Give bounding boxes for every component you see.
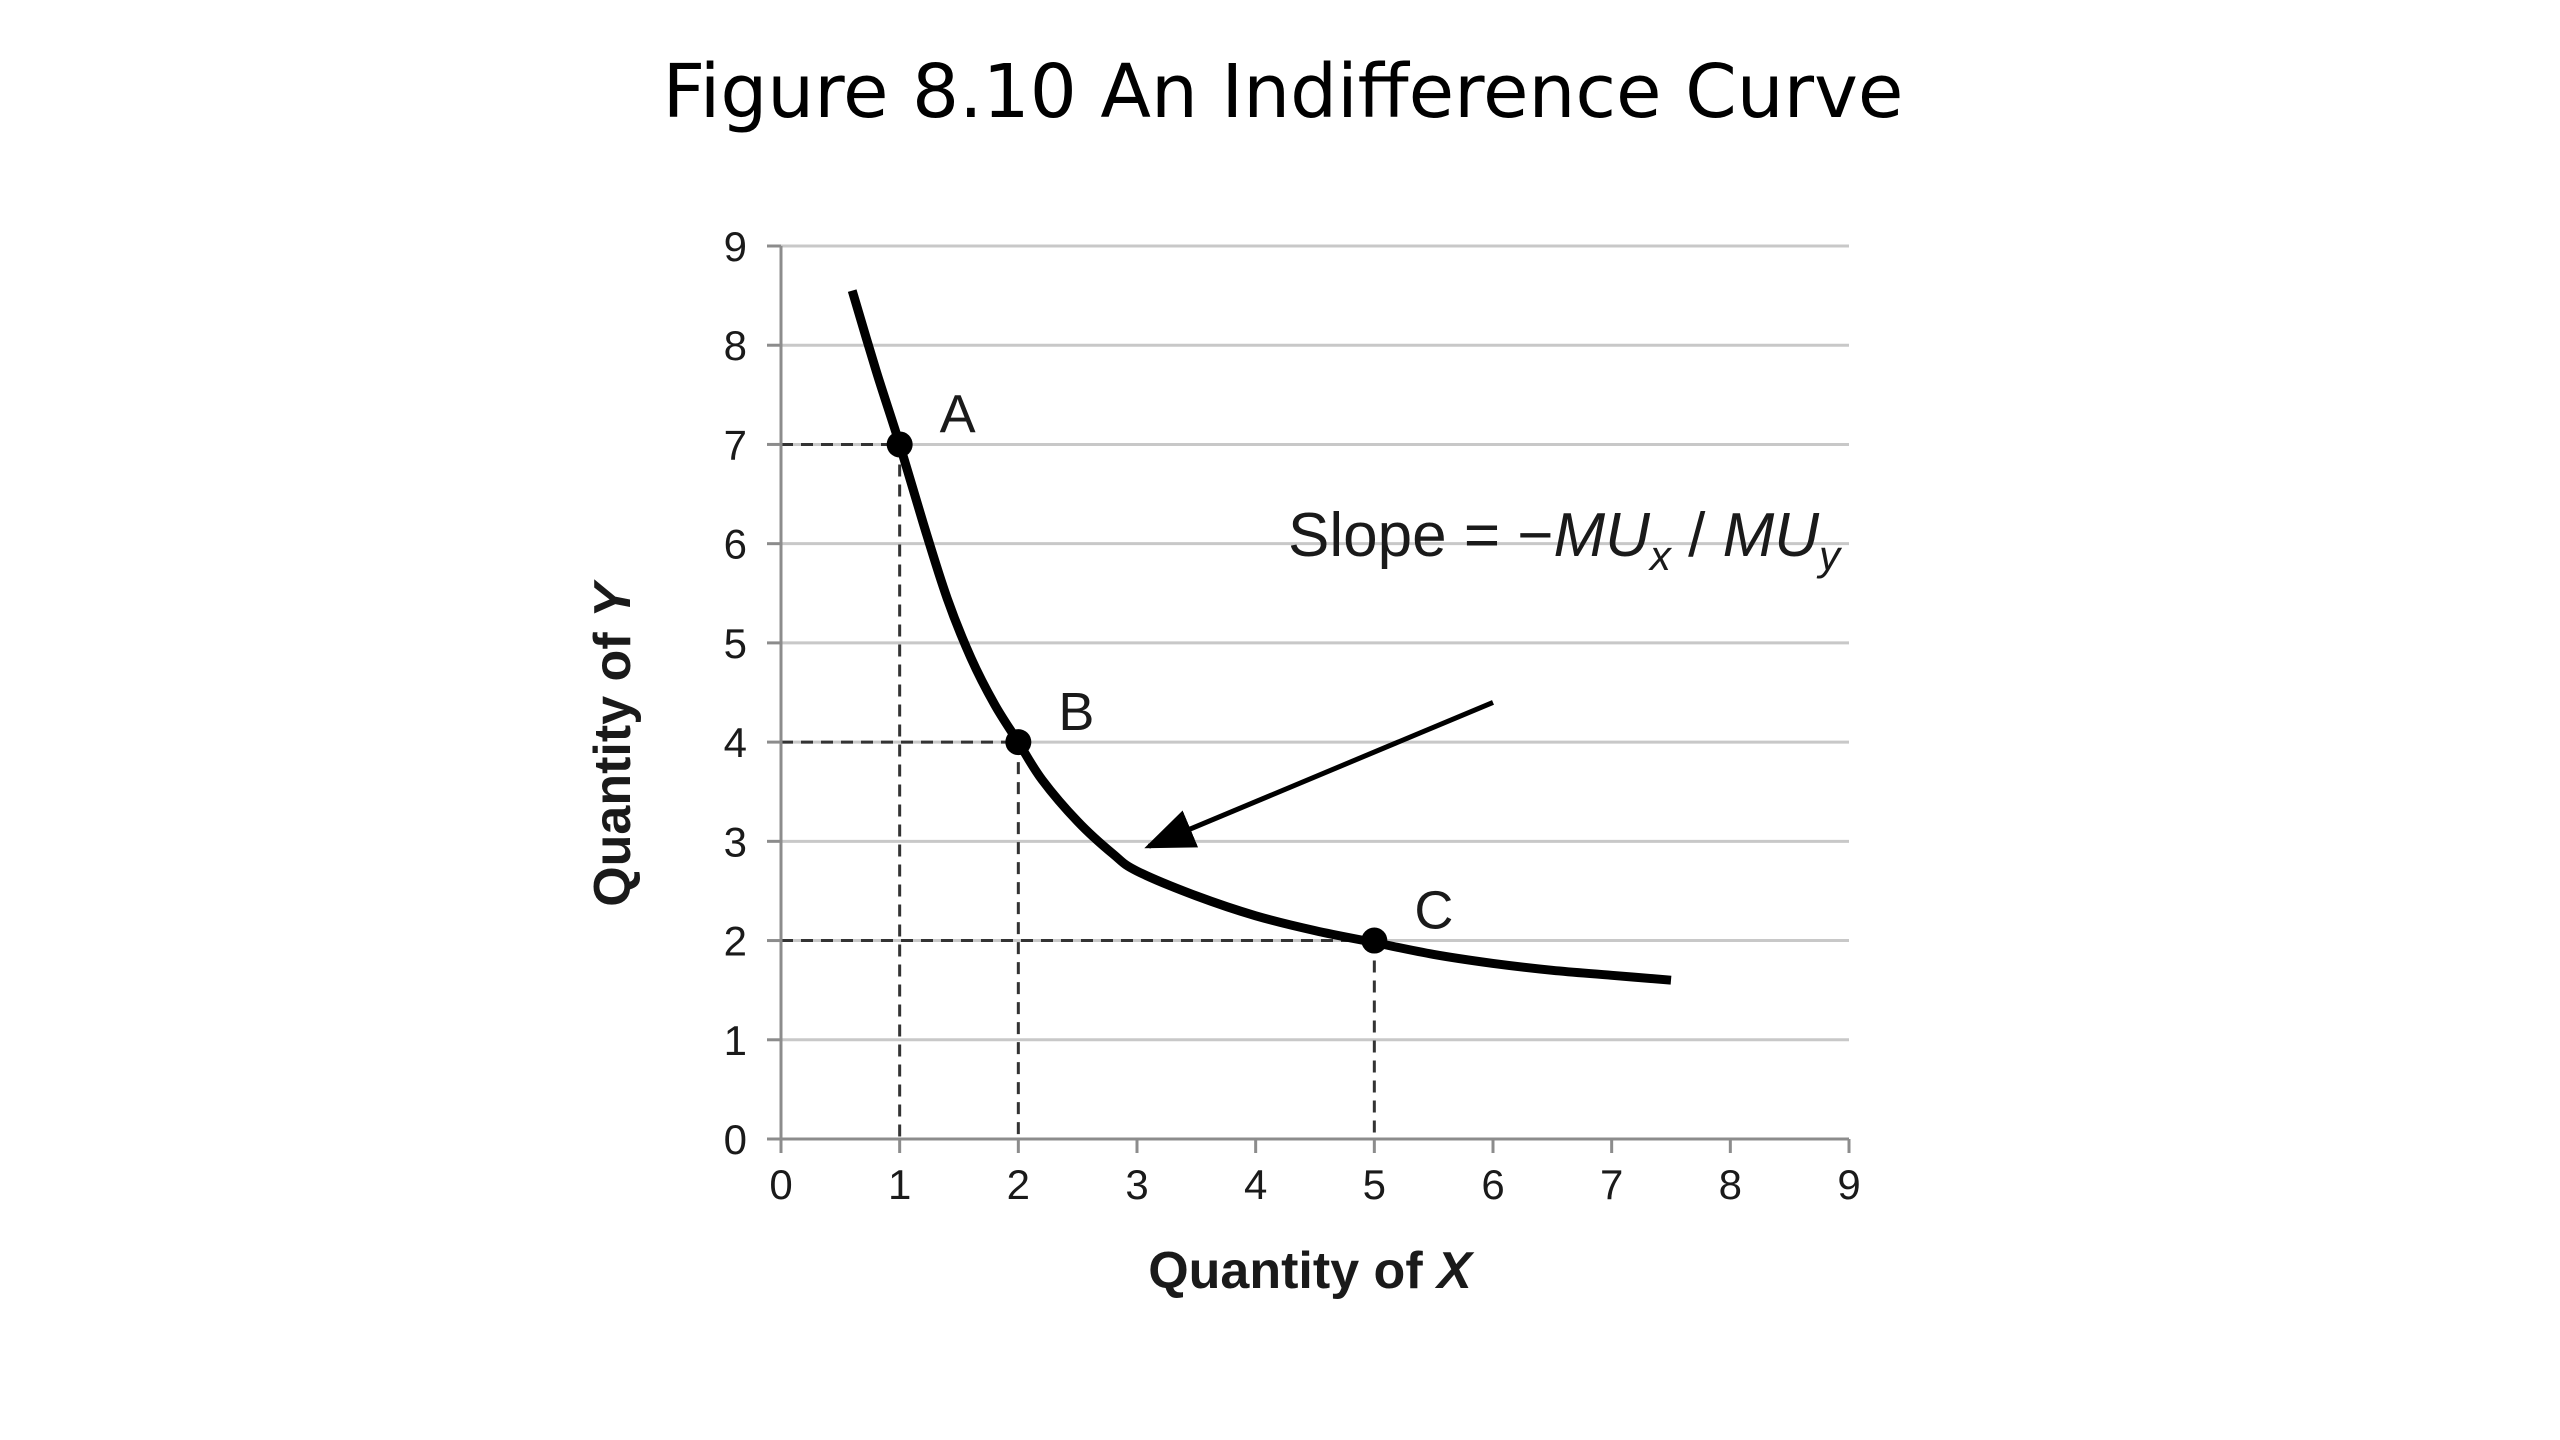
point-marker-C <box>1361 927 1388 954</box>
y-tick-label: 4 <box>724 719 747 766</box>
point-label-A: A <box>940 384 976 444</box>
chart-title: Figure 8.10 An Indifference Curve <box>663 49 1904 135</box>
y-tick-label: 7 <box>724 421 747 468</box>
y-tick-label: 9 <box>724 223 747 270</box>
x-tick-label: 3 <box>1125 1161 1148 1208</box>
tick-labels: 0 1 2 3 4 5 6 7 8 9 0 1 2 3 4 5 6 7 8 9 <box>724 223 1861 1208</box>
gridlines <box>781 244 1849 1042</box>
y-tick-label: 5 <box>724 620 747 667</box>
points-layer: A B C <box>886 384 1453 954</box>
point-marker-B <box>1005 729 1032 756</box>
point-label-C: C <box>1414 881 1453 941</box>
x-tick-label: 4 <box>1244 1161 1267 1208</box>
axes <box>767 244 1851 1153</box>
x-tick-label: 2 <box>1007 1161 1030 1208</box>
indifference-curve-line <box>847 289 1672 985</box>
x-tick-label: 6 <box>1481 1161 1504 1208</box>
x-tick-label: 7 <box>1600 1161 1623 1208</box>
x-tick-label: 9 <box>1837 1161 1860 1208</box>
y-tick-label: 6 <box>724 521 747 568</box>
x-tick-label: 0 <box>769 1161 792 1208</box>
curve-layer <box>847 289 1672 985</box>
y-tick-label: 8 <box>724 322 747 369</box>
x-tick-label: 5 <box>1363 1161 1386 1208</box>
slope-arrow <box>1144 700 1494 849</box>
y-tick-label: 0 <box>724 1116 747 1163</box>
y-tick-label: 1 <box>724 1017 747 1064</box>
x-axis-title: Quantity of X <box>1148 1242 1475 1300</box>
y-tick-label: 2 <box>724 918 747 965</box>
x-tick-label: 8 <box>1719 1161 1742 1208</box>
point-label-B: B <box>1058 682 1094 742</box>
slope-annotation: Slope = −MUx / MUy <box>1288 501 1843 579</box>
y-axis-title: Quantity of Y <box>584 579 642 907</box>
guide-lines <box>781 442 1376 1139</box>
point-marker-A <box>886 431 913 458</box>
y-tick-label: 3 <box>724 818 747 865</box>
x-tick-label: 1 <box>888 1161 911 1208</box>
